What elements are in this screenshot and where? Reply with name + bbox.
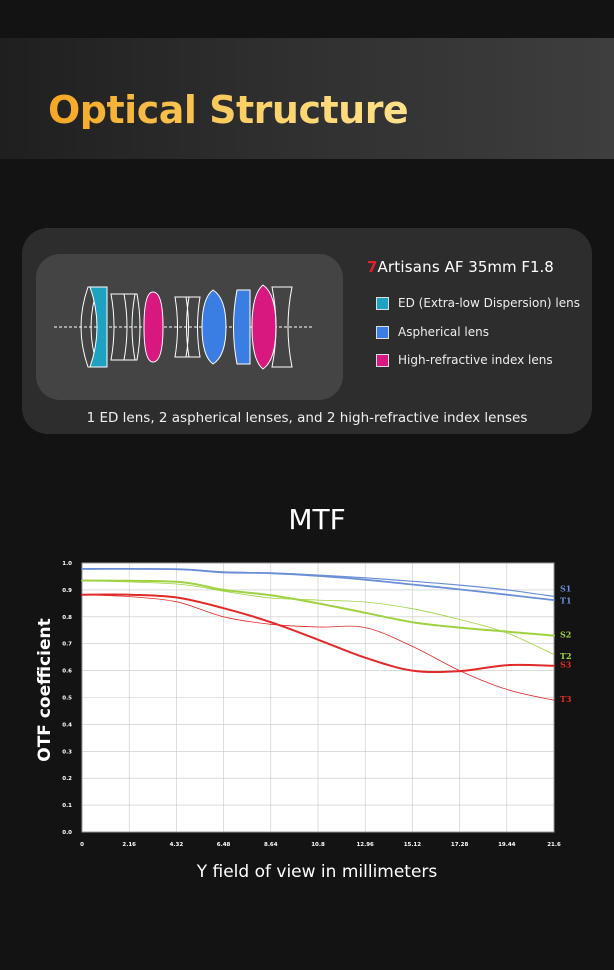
y-tick-label: 0.5 — [62, 696, 72, 702]
brand-logo-seven: 7 — [367, 258, 378, 276]
x-tick-label: 17.28 — [451, 842, 469, 848]
y-tick-label: 0.3 — [62, 749, 72, 755]
plot-border — [81, 562, 555, 833]
series-line-s3 — [81, 593, 555, 674]
x-tick-label: 15.12 — [404, 842, 422, 848]
series-label-s1: S1 — [560, 584, 571, 594]
x-tick-label: 19.44 — [498, 842, 516, 848]
legend-swatch-aspherical — [376, 325, 389, 339]
x-tick-label: 21.6 — [547, 842, 561, 848]
x-tick-label: 2.16 — [122, 842, 136, 848]
x-tick-label: 12.96 — [356, 842, 374, 848]
title-banner: Optical Structure — [0, 38, 614, 159]
aspherical-lens-1 — [201, 289, 227, 365]
series-line-t3 — [81, 594, 555, 701]
y-tick-label: 0.0 — [62, 830, 72, 836]
series-label-s2: S2 — [560, 629, 571, 639]
x-tick-label: 0 — [80, 842, 84, 848]
y-tick-label: 0.8 — [62, 615, 72, 621]
legend-label-ed: ED (Extra-low Dispersion) lens — [398, 296, 580, 310]
legend-ed-lens: ED (Extra-low Dispersion) lens — [376, 295, 580, 311]
lens-element-4 — [123, 293, 141, 361]
y-tick-label: 0.4 — [62, 722, 72, 728]
x-tick-label: 10.8 — [311, 842, 325, 848]
legend-aspherical-lens: Aspherical lens — [376, 324, 489, 340]
lens-element-7 — [185, 296, 201, 358]
series-line-s2 — [81, 579, 555, 637]
chart-title: MTF — [288, 503, 346, 536]
series-label-t3: T3 — [560, 694, 572, 704]
brand-logo-text: Artisans — [377, 258, 440, 276]
high-refractive-lens-1 — [143, 291, 164, 363]
y-tick-label: 0.9 — [62, 588, 72, 594]
aspherical-lens-2 — [233, 289, 251, 365]
series-label-t2: T2 — [560, 651, 572, 661]
series-label-t1: T1 — [560, 596, 572, 606]
y-tick-label: 0.2 — [62, 776, 72, 782]
ed-lens-element — [89, 286, 108, 368]
y-tick-label: 1.0 — [62, 561, 72, 567]
legend-swatch-high-refractive — [376, 353, 389, 367]
lens-diagram — [54, 284, 314, 370]
y-tick-label: 0.7 — [62, 642, 72, 648]
lens-element-11 — [271, 286, 293, 368]
series-label-s3: S3 — [560, 660, 572, 670]
series-line-t2 — [81, 580, 555, 655]
lens-model-name: 7Artisans AF 35mm F1.8 — [367, 258, 554, 276]
x-axis-label: Y field of view in millimeters — [196, 862, 438, 882]
page-title: Optical Structure — [48, 88, 409, 132]
legend-label-aspherical: Aspherical lens — [398, 325, 490, 339]
y-tick-label: 0.6 — [62, 669, 72, 675]
lens-model: AF 35mm F1.8 — [439, 258, 554, 276]
x-tick-label: 6.48 — [217, 842, 231, 848]
y-tick-label: 0.1 — [62, 803, 72, 809]
x-tick-label: 4.32 — [170, 842, 184, 848]
legend-high-refractive-lens: High-refractive index lens — [376, 352, 553, 368]
lens-summary: 1 ED lens, 2 aspherical lenses, and 2 hi… — [86, 410, 528, 426]
legend-label-high-refractive: High-refractive index lens — [398, 353, 553, 367]
series-line-t1 — [81, 567, 555, 601]
legend-swatch-ed — [376, 296, 389, 310]
x-tick-label: 8.64 — [264, 842, 278, 848]
